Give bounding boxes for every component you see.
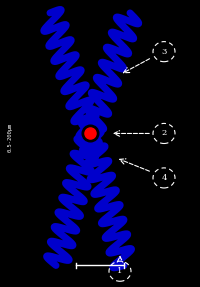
- Text: 1: 1: [117, 267, 123, 275]
- Text: 0.5-200µm: 0.5-200µm: [8, 123, 12, 152]
- Text: 4: 4: [161, 174, 167, 182]
- Text: 2: 2: [161, 129, 167, 137]
- Text: 3: 3: [161, 48, 167, 56]
